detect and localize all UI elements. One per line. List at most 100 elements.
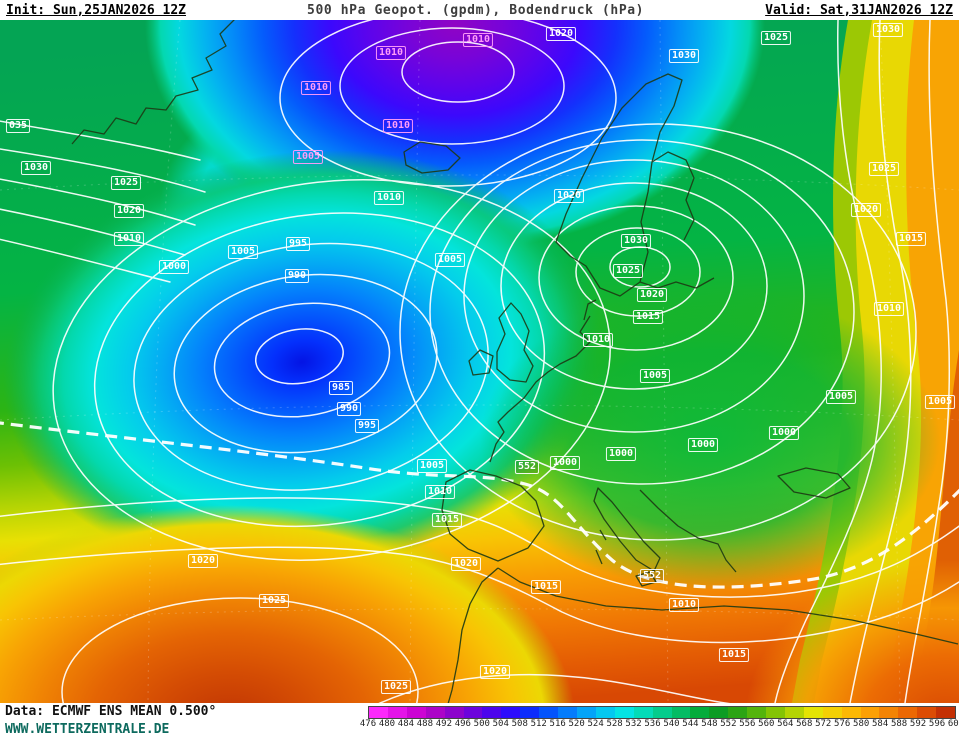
colorbar-tick: 500 [473,719,490,729]
colorbar-cell [766,707,785,718]
colorbar-labels: 476 480 484 488 492 496 500 504 508 512 516 520 524 5… [360,719,959,732]
coastlines [71,20,959,703]
eastern-isobars [774,20,951,703]
colorbar-tick: 568 [796,719,813,729]
colorbar-tick: 584 [871,719,889,729]
colorbar-tick: 532 [625,719,642,729]
colorbar-tick: 492 [435,719,452,729]
colorbar-tick: 572 [815,719,832,729]
colorbar-tick: 528 [606,719,623,729]
weather-map: 035 1030 1025 1020 1010 1000 1005 995 990 985 990 9… [0,20,959,703]
coast-greenland [71,20,235,145]
coast-finland [651,151,695,241]
colorbar-cell [425,707,445,718]
colorbar-cell [614,707,634,718]
colorbar-tick: 596 [928,719,946,729]
colorbar-cell [709,707,729,718]
map-title: 500 hPa Geopot. (gpdm), Bodendruck (hPa) [307,2,645,18]
colorbar-cell [747,707,767,718]
colorbar-cell [690,707,710,718]
colorbar-cell [369,707,388,718]
colorbar-tick: 592 [909,719,927,729]
coast-iberia [441,469,545,562]
colorbar-cells [368,706,956,719]
colorbar-tick: 576 [834,719,851,729]
colorbar-tick: 560 [758,719,775,729]
scandinavian-high-isobars [399,123,917,541]
colorbar-cell [728,707,748,718]
colorbar-tick: 536 [644,719,661,729]
coast-blacksea [777,467,851,499]
website-text: WWW.WETTERZENTRALE.DE [5,722,170,737]
colorbar-tick: 552 [720,719,737,729]
colorbar-cell [387,707,407,718]
colorbar-cell [444,707,464,718]
coast-westeurope [489,315,591,463]
colorbar-tick: 488 [416,719,434,729]
colorbar-cell [784,707,804,718]
colorbar-cell [482,707,502,718]
colorbar-cell [898,707,918,718]
coast-iceland [403,141,461,174]
colorbar-tick: 588 [890,719,908,729]
colorbar-tick: 476 [359,719,377,729]
colorbar-cell [595,707,615,718]
geopotential-552-contour [0,421,959,589]
coast-scandinavia [555,73,683,297]
colorbar-tick: 548 [701,719,718,729]
colorbar-cell [576,707,596,718]
coast-baltic [639,277,715,289]
colorbar-tick: 480 [378,719,396,729]
colorbar-cell [406,707,426,718]
colorbar-cell [539,707,559,718]
init-time: Init: Sun,25JAN2026 12Z [6,2,187,18]
data-source: Data: ECMWF ENS MEAN 0.500° [5,704,217,719]
colorbar-tick: 504 [492,719,509,729]
colorbar-tick: 520 [568,719,585,729]
coast-northafrica [497,567,959,645]
weather-map-canvas [0,20,959,703]
colorbar-tick: 512 [530,719,547,729]
colorbar-tick: 540 [663,719,680,729]
valid-time: Valid: Sat,31JAN2026 12Z [765,2,953,18]
colorbar-tick: 484 [397,719,415,729]
colorbar-cell [520,707,540,718]
colorbar-cell [463,707,483,718]
colorbar-cell [936,707,956,718]
colorbar-tick: 580 [853,719,870,729]
southern-isobars [0,497,959,703]
coast-sardinia [595,529,607,565]
colorbar-cell [558,707,577,718]
header-bar: Init: Sun,25JAN2026 12Z 500 hPa Geopot. … [0,0,959,20]
colorbar-tick: 516 [549,719,566,729]
coast-italy [593,487,661,572]
colorbar-tick: 496 [454,719,471,729]
colorbar-cell [501,707,521,718]
colorbar-tick: 544 [682,719,699,729]
colorbar-cell [671,707,691,718]
colorbar-tick: 564 [777,719,794,729]
footer-bar: Data: ECMWF ENS MEAN 0.500° WWW.WETTERZE… [0,703,959,741]
arctic-low-isobars [279,20,617,187]
colorbar-cell [652,707,672,718]
colorbar-cell [841,707,861,718]
colorbar-tick: 600 [947,719,959,729]
atlantic-low-isobars [52,179,611,561]
coast-morocco [447,567,499,703]
northwest-isobars [0,120,206,283]
colorbar: 476 480 484 488 492 496 500 504 508 512 516 520 524 5… [360,706,959,732]
coast-denmark [583,299,597,321]
coast-balkans [639,489,737,573]
colorbar-cell [917,707,937,718]
colorbar-tick: 556 [739,719,756,729]
colorbar-cell [822,707,842,718]
geopotential-color-field [0,20,959,703]
colorbar-tick: 524 [587,719,604,729]
coast-ireland [468,349,494,376]
colorbar-cell [633,707,653,718]
colorbar-tick: 508 [511,719,528,729]
isobar-contours [0,20,959,703]
colorbar-cell [803,707,823,718]
colorbar-cell [860,707,880,718]
colorbar-cell [879,707,899,718]
